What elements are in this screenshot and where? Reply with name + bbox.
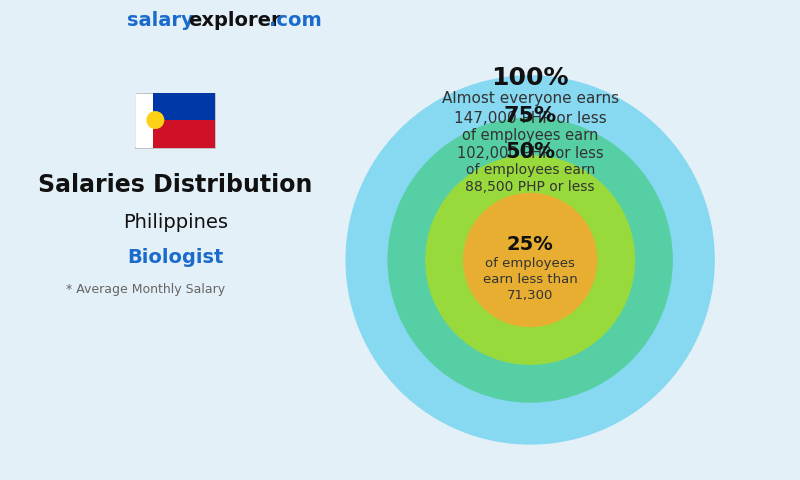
Polygon shape: [135, 93, 162, 147]
Circle shape: [387, 117, 673, 403]
Text: 25%: 25%: [506, 236, 554, 254]
Text: 50%: 50%: [505, 142, 555, 162]
Text: of employees earn: of employees earn: [462, 128, 598, 143]
Text: Almost everyone earns: Almost everyone earns: [442, 91, 618, 106]
Text: 147,000 PHP or less: 147,000 PHP or less: [454, 111, 606, 126]
Text: 88,500 PHP or less: 88,500 PHP or less: [466, 180, 595, 194]
Text: 102,000 PHP or less: 102,000 PHP or less: [457, 145, 603, 161]
Bar: [135, 93, 215, 147]
Text: of employees: of employees: [486, 257, 575, 271]
Circle shape: [426, 155, 635, 365]
Bar: [154, 120, 215, 147]
Text: of employees earn: of employees earn: [466, 163, 594, 177]
Text: * Average Monthly Salary: * Average Monthly Salary: [66, 284, 225, 297]
Text: 100%: 100%: [491, 66, 569, 90]
Text: earn less than: earn less than: [482, 274, 578, 287]
Circle shape: [146, 111, 164, 129]
Bar: [154, 93, 215, 120]
Text: 75%: 75%: [503, 106, 557, 126]
Text: .com: .com: [269, 11, 322, 30]
Circle shape: [463, 193, 598, 327]
Text: Philippines: Philippines: [123, 213, 228, 231]
Text: Biologist: Biologist: [127, 249, 223, 267]
Text: explorer: explorer: [188, 11, 281, 30]
Circle shape: [346, 75, 715, 444]
Text: Salaries Distribution: Salaries Distribution: [38, 173, 313, 197]
Text: 71,300: 71,300: [507, 289, 554, 302]
Text: salary: salary: [127, 11, 194, 30]
